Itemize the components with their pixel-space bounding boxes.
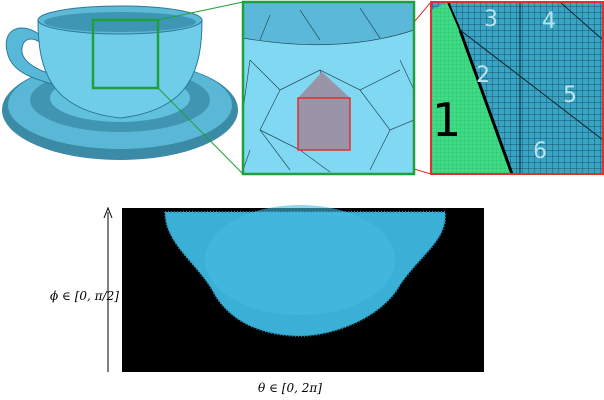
region-label: 1 <box>432 93 461 147</box>
y-axis-label: ϕ ∈ [0, π/2] <box>50 289 119 303</box>
region-label: 3 <box>484 7 498 32</box>
region-label: 4 <box>542 9 556 34</box>
zoom-panel-2: 1 2 3 4 5 6 <box>430 1 604 175</box>
x-axis-label: θ ∈ [0, 2π] <box>258 381 322 395</box>
zoom-panel-1 <box>241 0 416 176</box>
region-label: 2 <box>476 63 490 88</box>
region-label: 5 <box>563 83 577 108</box>
region-label: 6 <box>533 139 547 164</box>
parameter-plot: ϕ ∈ [0, π/2] θ ∈ [0, 2π] <box>50 205 484 395</box>
teacup <box>2 5 238 160</box>
